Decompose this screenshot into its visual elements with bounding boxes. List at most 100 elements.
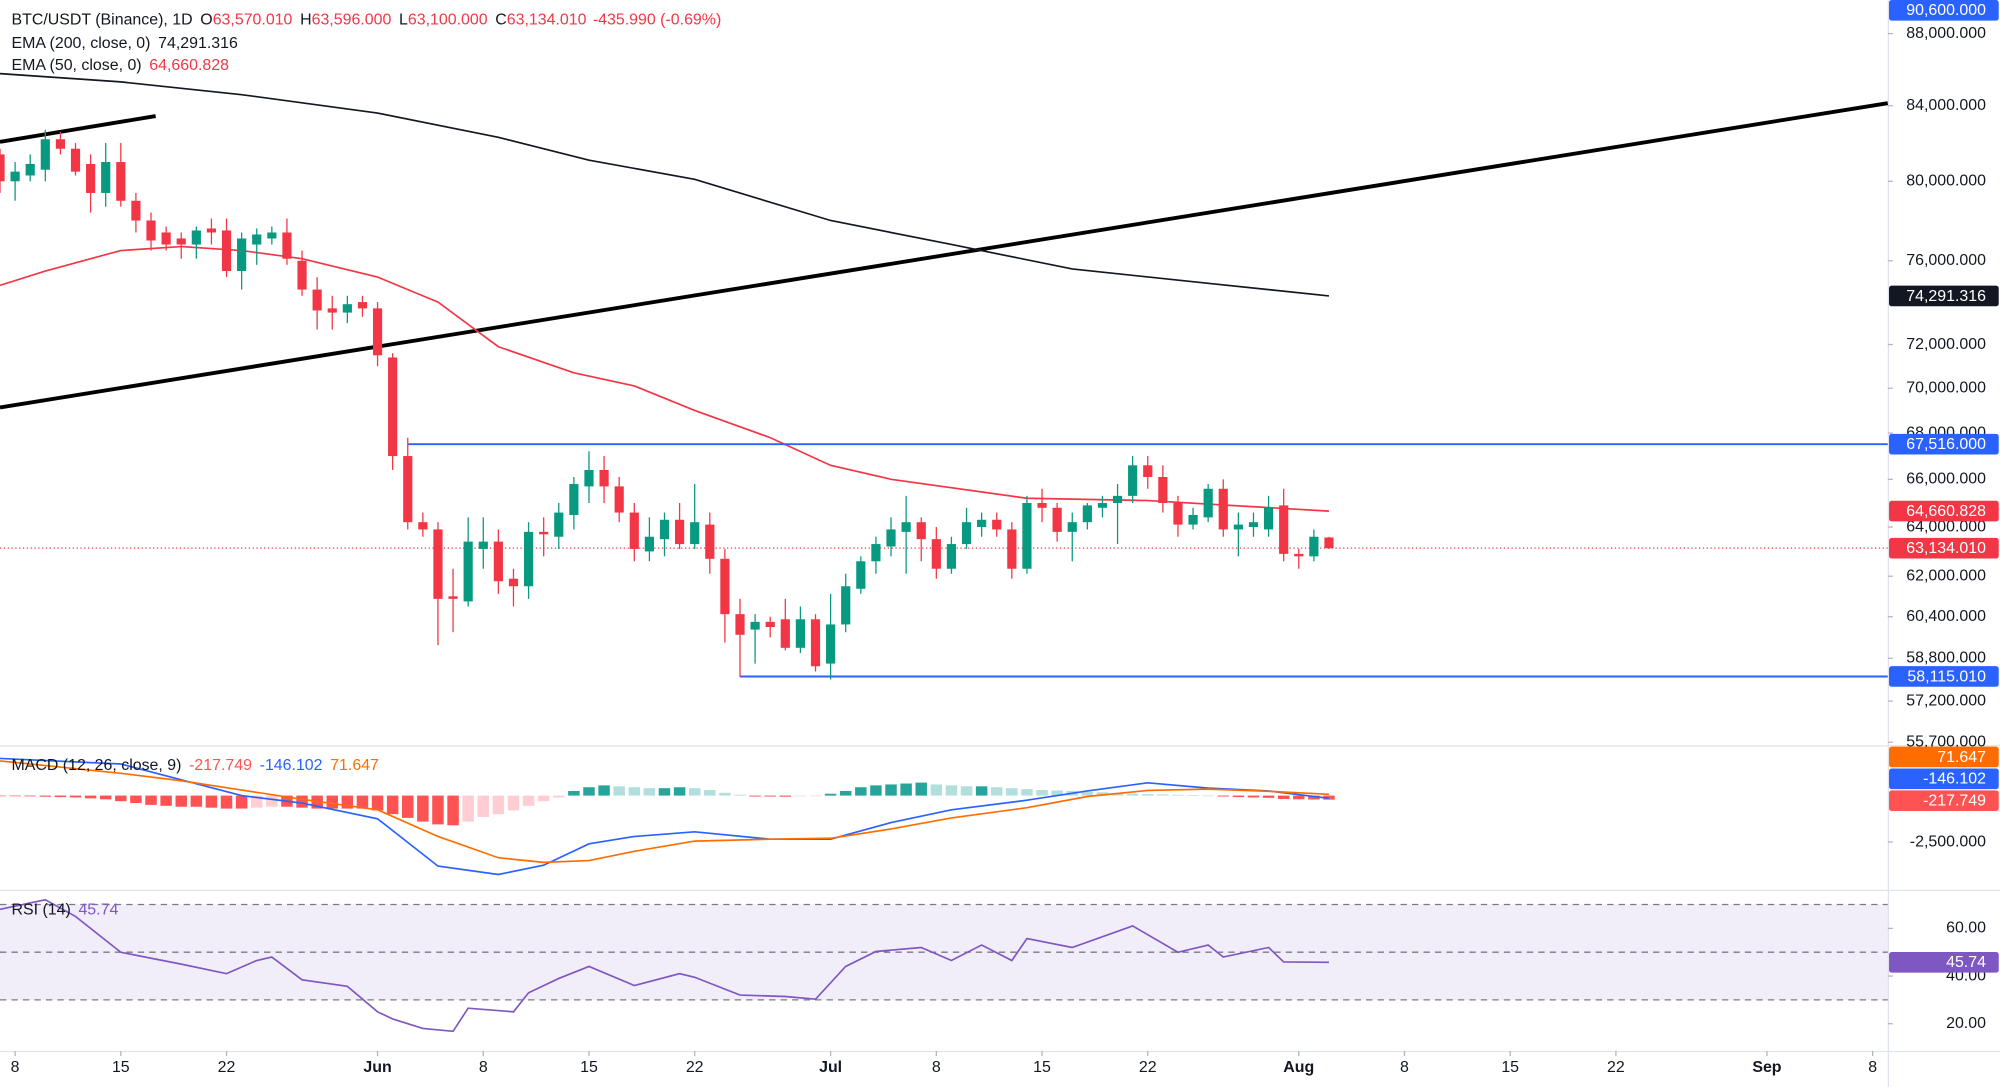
candle-body [86, 163, 96, 193]
candle-body [886, 529, 896, 547]
candle-body [705, 524, 715, 559]
candle-body [523, 531, 534, 587]
candle-body [1324, 537, 1334, 549]
macd-histogram-bar [84, 795, 97, 799]
candle-body [342, 304, 352, 313]
candle-body [448, 596, 458, 599]
candle-body [1052, 507, 1062, 532]
macd-histogram-bar [522, 795, 535, 806]
ema-value: 74,291.316 [158, 34, 238, 52]
candle-body [191, 230, 201, 245]
macd-histogram-bar [69, 795, 82, 798]
macd-histogram-bar [205, 795, 218, 808]
x-tick-label: 22 [218, 1058, 236, 1076]
candle-body [931, 539, 941, 569]
indicator-line [0, 757, 1330, 876]
macd-histogram-bar [462, 795, 474, 822]
candle-body [282, 232, 292, 259]
x-tick-label: Aug [1283, 1058, 1314, 1076]
trend-line [0, 101, 1889, 410]
ema-name: EMA (200, close, 0) [11, 34, 150, 52]
candle-body [267, 232, 277, 239]
macd-histogram-bar [0, 795, 6, 797]
level-axis-label-box [1889, 666, 1999, 687]
y-tick-label: 58,800.000 [1906, 648, 1986, 666]
candle-body [297, 260, 307, 290]
macd-histogram-bar [553, 795, 565, 798]
ohlc-key: C [495, 11, 507, 29]
macd-histogram-bar [54, 795, 67, 798]
macd-histogram-bar [1051, 790, 1063, 796]
indicator-line [0, 72, 1330, 297]
macd-histogram-bar [764, 795, 776, 797]
macd-histogram-bar [945, 785, 958, 796]
candle-body [871, 544, 881, 562]
candle-body [1248, 522, 1259, 528]
macd-histogram-bar [432, 795, 444, 825]
candle-body [101, 162, 111, 193]
candle-body [977, 519, 987, 528]
macd-histogram-bar [1247, 795, 1260, 798]
candle-body [40, 139, 50, 170]
y-tick-label: 66,000.000 [1906, 470, 1986, 488]
candle-body [1097, 502, 1108, 508]
candle-body [780, 619, 790, 648]
y-tick-label: 20.00 [1946, 1014, 1986, 1032]
ohlc: O63,570.010 H63,596.000 L63,100.000 C63,134… [200, 11, 586, 29]
macd-histogram-bar [1006, 788, 1018, 796]
candle-body [795, 619, 805, 648]
macd-histogram-bar [296, 795, 308, 808]
candle-body [1233, 524, 1243, 530]
macd-histogram-bar [1142, 794, 1154, 796]
macd-histogram-bar [160, 795, 172, 806]
candle-body [221, 230, 232, 271]
candle-body [599, 469, 609, 487]
y-tick-label: 72,000.000 [1906, 335, 1986, 353]
y-tick-label: 60,400.000 [1906, 607, 1986, 625]
macd-histogram-bar [583, 787, 595, 796]
ohlc-key: H [300, 11, 312, 29]
candle-body [312, 289, 322, 311]
candle-body [116, 162, 126, 201]
candle-body [206, 228, 217, 233]
signal-axis-label-box [1889, 746, 1999, 768]
histogram-axis-label: -217.749 [1923, 792, 1986, 810]
macd-histogram-bar [1172, 794, 1184, 796]
macd-histogram-bar [1187, 795, 1199, 796]
macd-histogram-bar [688, 788, 701, 796]
macd-histogram-bar [794, 795, 807, 797]
macd-histogram-bar [402, 795, 414, 818]
macd-histogram-bar [447, 795, 459, 826]
macd-histogram-bar [779, 795, 792, 797]
candle-body [961, 522, 972, 545]
candle-body [418, 522, 428, 530]
macd-histogram-bar [507, 795, 520, 811]
macd-histogram-bar [1202, 795, 1214, 797]
macd-histogram-bar [477, 795, 490, 817]
ohlc-value: 63,100.000 [408, 11, 488, 29]
candle-body [826, 624, 836, 664]
ema-axis-label: 74,291.316 [1906, 287, 1986, 305]
candle-body [372, 308, 383, 356]
candle-body [1022, 502, 1032, 569]
macd-axis-label: -146.102 [1923, 770, 1986, 788]
candle-body [478, 541, 488, 549]
y-tick-label: 84,000.000 [1906, 96, 1986, 114]
candle-body [10, 171, 20, 182]
candle-body [539, 531, 549, 535]
macd-histogram-bar [1157, 794, 1169, 796]
candle-body [0, 154, 5, 182]
last-price-label-box [1889, 537, 1999, 559]
x-tick-label: 15 [112, 1058, 130, 1076]
y-tick-label: 64,000.000 [1906, 517, 1986, 535]
indicator-line [0, 245, 1330, 512]
candle-body [644, 536, 654, 552]
candle-body [1158, 476, 1168, 503]
candle-body [629, 512, 639, 549]
candle-body [946, 544, 957, 569]
last-price-label: 63,134.010 [1906, 539, 1986, 557]
x-tick-label: Jun [363, 1058, 391, 1076]
